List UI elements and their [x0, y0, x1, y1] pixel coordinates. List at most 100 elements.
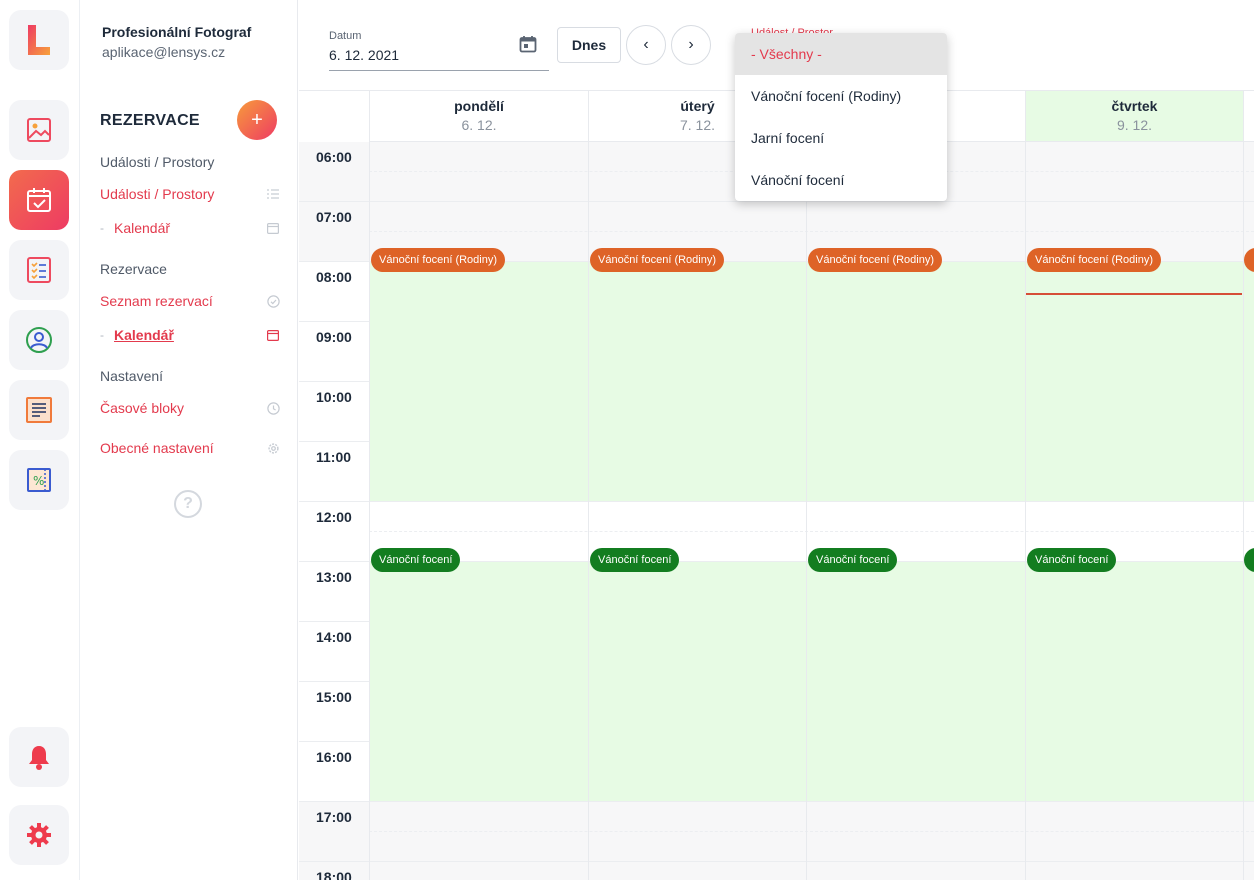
calendar-picker-icon[interactable] — [519, 35, 537, 58]
profile-name: Profesionální Fotograf — [102, 24, 252, 40]
day-date: 9. 12. — [1116, 117, 1153, 133]
hour-label: 15:00 — [316, 689, 352, 705]
sidebar-item-reservation-calendar-label: Kalendář — [114, 327, 174, 343]
sidebar-item-time-blocks[interactable]: Časové bloky — [100, 400, 280, 416]
day-date: 6. 12. — [461, 117, 497, 133]
hour-row — [299, 502, 1254, 562]
reservations-button[interactable] — [9, 170, 69, 230]
svg-text:%: % — [33, 474, 44, 488]
day-header-today[interactable]: čtvrtek 9. 12. — [1025, 91, 1243, 142]
sidebar-item-general-settings[interactable]: Obecné nastavení — [100, 440, 280, 456]
notifications-button[interactable] — [9, 727, 69, 787]
clock-icon — [266, 401, 280, 415]
hour-label: 17:00 — [316, 809, 352, 825]
calendar-icon — [266, 221, 280, 235]
event-chip[interactable]: Vánoční focení — [808, 548, 898, 572]
event-chip-partial[interactable] — [1244, 548, 1254, 572]
list-icon — [266, 187, 280, 201]
checklist-button[interactable] — [9, 240, 69, 300]
calendar-grid: pondělí 6. 12. úterý 7. 12. čtvrtek 9. 1… — [299, 90, 1254, 880]
hour-label: 09:00 — [316, 329, 352, 345]
hour-label: 07:00 — [316, 209, 352, 225]
logo-button[interactable] — [9, 10, 69, 70]
prev-week-button[interactable]: ‹ — [626, 25, 666, 65]
available-slot-block[interactable] — [370, 262, 1254, 501]
column-divider — [369, 142, 370, 880]
sidebar-item-general-settings-label: Obecné nastavení — [100, 440, 214, 456]
today-button[interactable]: Dnes — [557, 27, 621, 63]
hour-row — [299, 802, 1254, 862]
customers-button[interactable] — [9, 310, 69, 370]
date-label: Datum — [329, 30, 362, 42]
event-chip[interactable]: Vánoční focení (Rodiny) — [808, 248, 943, 272]
sidebar-item-reservation-list-label: Seznam rezervací — [100, 293, 213, 309]
day-header[interactable]: úterý 7. 12. — [588, 91, 806, 142]
sidebar-item-reservation-list[interactable]: Seznam rezervací — [100, 293, 280, 309]
indent-dash: - — [100, 221, 104, 235]
filter-label: Událost / Prostor — [751, 27, 833, 33]
day-header[interactable] — [1243, 91, 1254, 142]
dropdown-option-all[interactable]: - Všechny - — [735, 33, 947, 75]
discounts-button[interactable]: % — [9, 450, 69, 510]
dropdown-option[interactable]: Vánoční focení (Rodiny) — [751, 88, 902, 104]
hour-row — [299, 862, 1254, 880]
group-settings-label: Nastavení — [100, 368, 164, 384]
hour-label: 14:00 — [316, 629, 352, 645]
sidebar-item-events[interactable]: Události / Prostory — [100, 186, 280, 202]
calendar-check-icon — [27, 188, 51, 212]
hour-label: 13:00 — [316, 569, 352, 585]
hour-label: 08:00 — [316, 269, 352, 285]
sidebar: Profesionální Fotograf aplikace@lensys.c… — [80, 0, 298, 880]
available-slot-block[interactable] — [370, 562, 1254, 801]
day-date: 7. 12. — [679, 117, 716, 133]
hour-label: 10:00 — [316, 389, 352, 405]
event-chip-partial[interactable] — [1244, 248, 1254, 272]
day-header[interactable]: pondělí 6. 12. — [369, 91, 588, 142]
next-week-button[interactable]: › — [671, 25, 711, 65]
group-events-label: Události / Prostory — [100, 154, 215, 170]
event-filter-dropdown: - Všechny - Vánoční focení (Rodiny) Jarn… — [735, 33, 947, 201]
icon-rail: % — [0, 0, 80, 880]
column-divider — [588, 142, 589, 880]
hour-label: 06:00 — [316, 149, 352, 165]
column-divider — [806, 142, 807, 880]
hour-label: 16:00 — [316, 749, 352, 765]
check-circle-icon — [266, 294, 280, 308]
event-chip[interactable]: Vánoční focení — [1027, 548, 1117, 572]
sidebar-item-reservation-calendar[interactable]: - Kalendář — [100, 327, 280, 343]
event-chip[interactable]: Vánoční focení (Rodiny) — [371, 248, 506, 272]
column-divider — [1243, 142, 1244, 880]
documents-button[interactable] — [9, 380, 69, 440]
bell-icon — [29, 746, 49, 770]
checklist-icon — [27, 257, 51, 283]
gear-icon — [27, 823, 51, 847]
user-circle-icon — [26, 327, 52, 353]
event-chip[interactable]: Vánoční focení (Rodiny) — [1027, 248, 1162, 272]
event-chip[interactable]: Vánoční focení — [590, 548, 680, 572]
day-name: úterý — [680, 98, 715, 114]
sidebar-item-events-calendar[interactable]: - Kalendář — [100, 220, 280, 236]
dropdown-option[interactable]: Jarní focení — [751, 130, 825, 146]
gallery-button[interactable] — [9, 100, 69, 160]
profile-email: aplikace@lensys.cz — [102, 44, 226, 60]
sidebar-item-time-blocks-label: Časové bloky — [100, 400, 185, 416]
document-icon — [26, 397, 52, 423]
section-title: REZERVACE — [100, 112, 200, 129]
date-value: 6. 12. 2021 — [329, 47, 400, 63]
discount-icon: % — [27, 468, 51, 492]
sidebar-item-events-label: Události / Prostory — [100, 186, 215, 202]
hour-label: 11:00 — [316, 449, 352, 465]
dropdown-option[interactable]: Vánoční focení — [751, 172, 845, 188]
day-name: čtvrtek — [1111, 98, 1158, 114]
sidebar-item-events-calendar-label: Kalendář — [114, 220, 171, 236]
calendar-icon — [266, 328, 280, 342]
settings-button[interactable] — [9, 805, 69, 865]
event-chip[interactable]: Vánoční focení — [371, 548, 461, 572]
date-field[interactable]: Datum 6. 12. 2021 — [329, 28, 549, 71]
event-chip[interactable]: Vánoční focení (Rodiny) — [590, 248, 725, 272]
gallery-icon — [27, 118, 51, 142]
hour-label: 18:00 — [316, 869, 352, 880]
logo-icon — [28, 25, 50, 55]
help-icon[interactable]: ? — [174, 490, 202, 518]
add-button[interactable]: + — [237, 100, 277, 140]
